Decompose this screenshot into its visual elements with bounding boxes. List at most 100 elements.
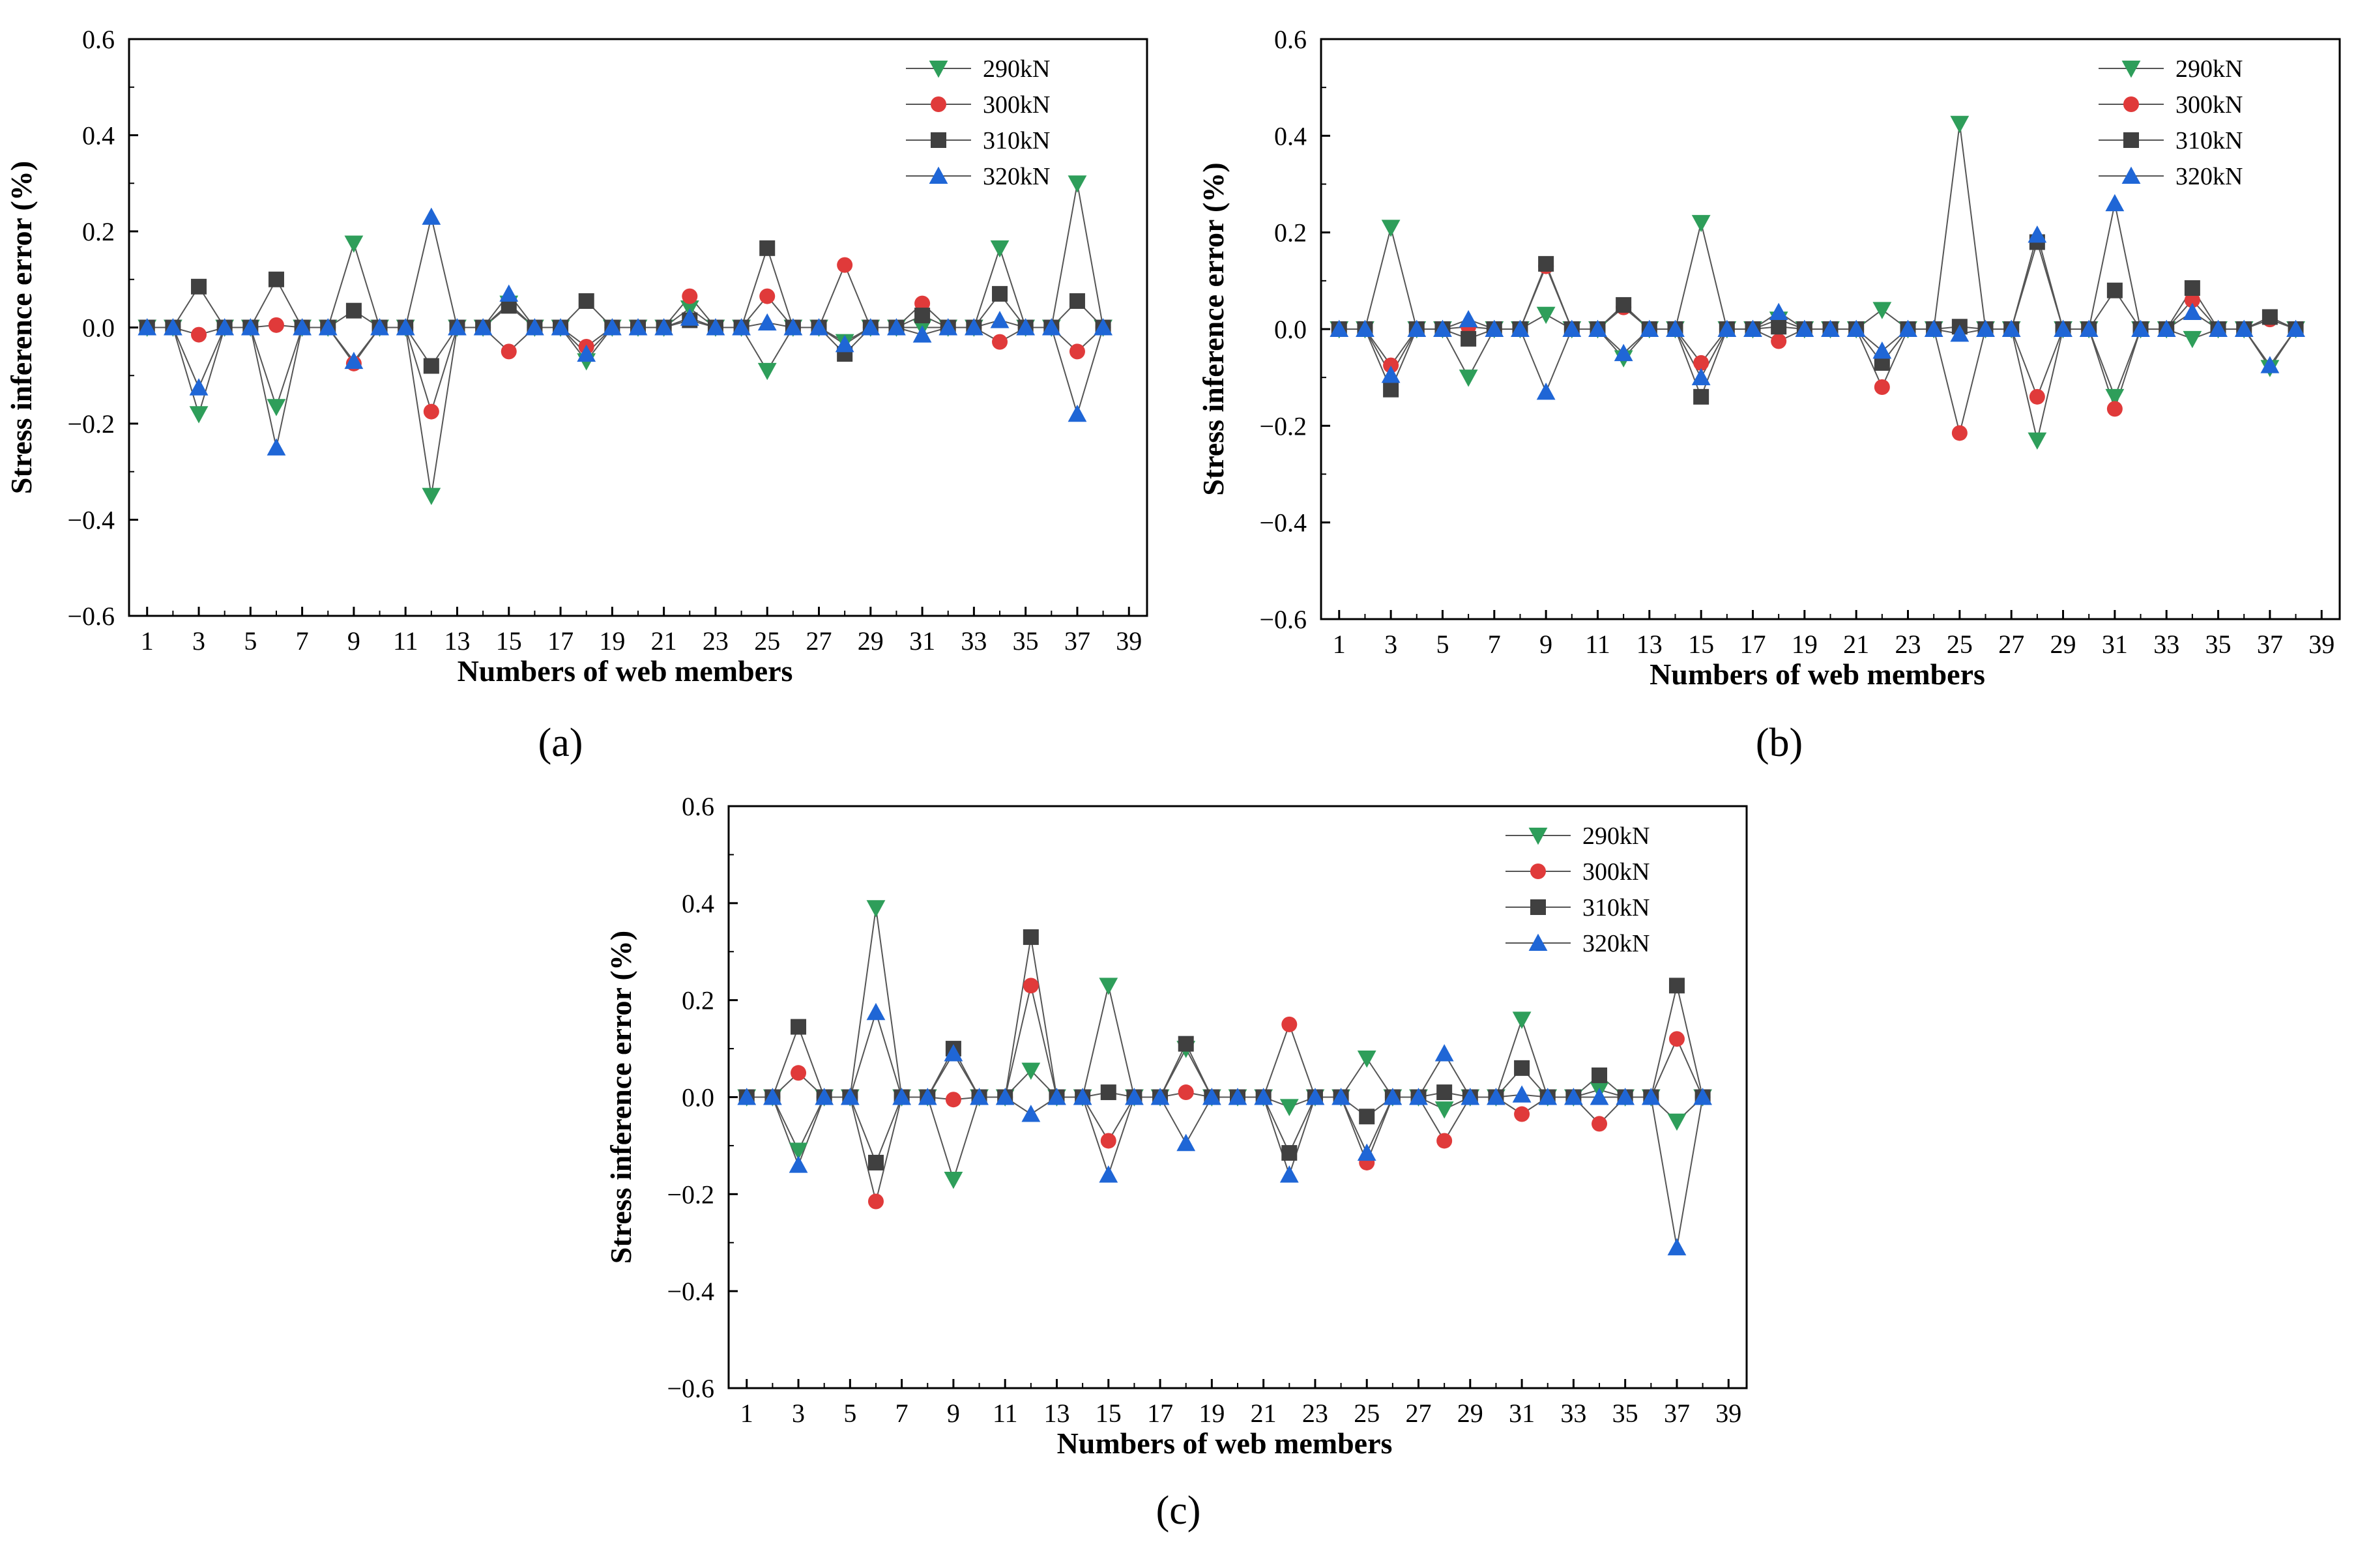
- legend-label: 320kN: [1582, 930, 1650, 957]
- data-point: [1562, 319, 1582, 337]
- data-point: [1872, 341, 1892, 359]
- data-point: [448, 318, 467, 336]
- data-point: [938, 318, 958, 336]
- data-point: [992, 285, 1008, 302]
- data-point: [840, 1088, 860, 1105]
- data-point: [866, 900, 886, 918]
- y-tick-label: 0.2: [82, 217, 115, 246]
- legend-label: 300kN: [983, 91, 1050, 119]
- series-line-310kN: [746, 936, 1704, 1165]
- x-tick-label: 19: [1199, 1399, 1225, 1428]
- data-point: [1616, 1088, 1635, 1105]
- data-point: [2105, 194, 2125, 212]
- data-point: [1254, 1088, 1273, 1105]
- chart-panel-1: 0.60.40.20.0−0.2−0.4−0.61 3 5 7 9 11 13 15 17 19 2…: [5, 25, 1148, 765]
- data-point: [867, 1193, 884, 1210]
- data-point: [892, 1088, 912, 1105]
- x-tick-label: 5: [843, 1399, 856, 1428]
- data-point: [577, 344, 596, 362]
- data-point: [835, 334, 854, 353]
- data-point: [344, 235, 364, 253]
- series-markers-300kN: [738, 978, 1711, 1210]
- data-point: [2131, 319, 2150, 337]
- data-point: [1536, 383, 1556, 400]
- data-point: [189, 406, 209, 424]
- x-tick-label: 39: [2308, 630, 2334, 659]
- x-tick-label: 31: [909, 626, 935, 656]
- data-point: [191, 278, 207, 295]
- data-point: [1771, 333, 1787, 349]
- series-markers-320kN: [737, 1002, 1713, 1256]
- x-tick-label: 29: [2050, 630, 2076, 659]
- data-point: [763, 1088, 782, 1105]
- data-point: [2028, 225, 2047, 243]
- data-point: [2183, 302, 2202, 321]
- data-point: [1951, 425, 1968, 441]
- y-tick-label: 0.0: [1274, 315, 1307, 344]
- data-point: [1592, 1116, 1608, 1132]
- data-point: [1667, 1238, 1687, 1256]
- data-point: [1099, 978, 1118, 995]
- y-tick-label: −0.4: [667, 1277, 714, 1306]
- x-tick-label: 11: [1585, 630, 1610, 659]
- x-tick-label: 37: [1664, 1399, 1690, 1428]
- data-point: [944, 1044, 963, 1062]
- data-point: [914, 308, 931, 324]
- y-tick-label: 0.2: [1274, 218, 1307, 248]
- series-markers-320kN: [1330, 194, 2305, 400]
- legend-label: 290kN: [983, 55, 1050, 83]
- data-point: [1069, 293, 1085, 309]
- x-tick-label: 9: [947, 1399, 960, 1428]
- data-point: [1514, 1106, 1530, 1122]
- data-point: [1068, 404, 1087, 422]
- series-line-290kN: [1339, 123, 2297, 441]
- x-axis-title: Numbers of web members: [458, 654, 793, 688]
- data-point: [1125, 1088, 1144, 1105]
- panel-label: (b): [1756, 721, 1803, 765]
- data-point: [1592, 1067, 1608, 1084]
- data-point: [990, 311, 1010, 328]
- data-point: [789, 1142, 808, 1160]
- series-markers-320kN: [138, 207, 1113, 456]
- data-point: [2234, 319, 2254, 337]
- y-axis-title: Stress inference error (%): [1197, 162, 1230, 495]
- data-point: [423, 358, 439, 374]
- data-point: [1771, 319, 1787, 335]
- y-tick-label: 0.0: [682, 1083, 714, 1112]
- data-point: [945, 1092, 961, 1108]
- data-point: [1872, 302, 1892, 319]
- data-point: [1461, 330, 1477, 347]
- y-tick-label: 0.4: [82, 121, 115, 151]
- data-point: [1279, 1099, 1299, 1116]
- x-tick-label: 27: [806, 626, 832, 656]
- legend-marker: [2123, 132, 2139, 148]
- legend-marker: [2121, 61, 2141, 78]
- x-tick-label: 11: [393, 626, 418, 656]
- data-point: [2286, 319, 2305, 337]
- data-point: [757, 362, 777, 381]
- data-point: [1069, 343, 1085, 360]
- data-point: [1538, 1088, 1558, 1105]
- data-point: [1693, 388, 1709, 405]
- data-point: [1769, 302, 1788, 321]
- data-point: [1409, 1088, 1428, 1105]
- legend-marker: [929, 61, 948, 78]
- data-point: [1924, 319, 1943, 337]
- data-point: [2183, 330, 2202, 349]
- series-markers-290kN: [138, 175, 1113, 506]
- data-point: [1357, 1143, 1376, 1161]
- data-point: [501, 343, 517, 360]
- data-point: [1459, 310, 1478, 328]
- data-point: [1666, 319, 1685, 337]
- x-tick-label: 19: [599, 626, 625, 656]
- x-tick-label: 21: [651, 626, 677, 656]
- data-point: [1640, 319, 1659, 337]
- data-point: [1691, 214, 1711, 233]
- series-markers-290kN: [1330, 115, 2305, 450]
- data-point: [2260, 356, 2280, 373]
- y-tick-label: −0.6: [667, 1374, 714, 1403]
- data-point: [1228, 1088, 1247, 1105]
- data-point: [783, 318, 803, 336]
- data-point: [1068, 175, 1087, 193]
- x-tick-label: 25: [1354, 1399, 1380, 1428]
